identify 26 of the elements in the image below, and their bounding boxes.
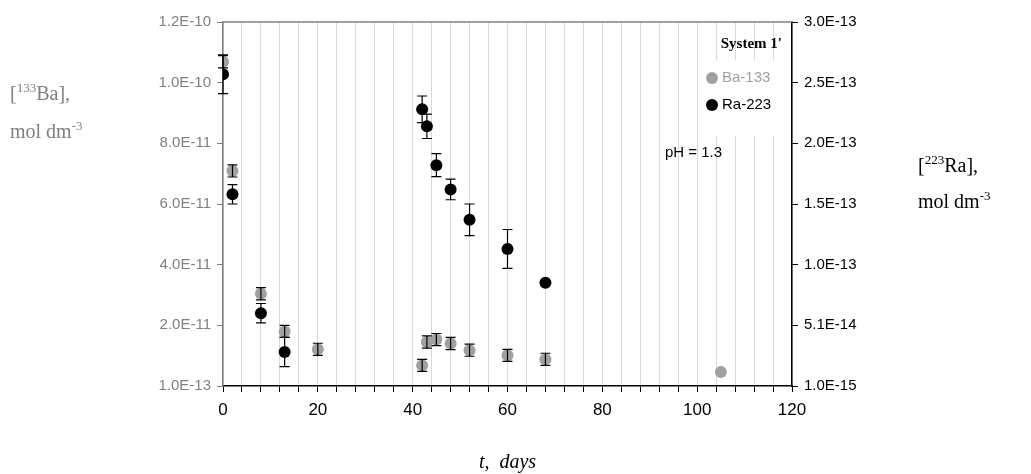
annotation: pH = 1.3 (665, 143, 723, 161)
x-tick-label: 100 (682, 399, 712, 419)
legend-label: Ra-223 (722, 95, 772, 113)
legend-label: Ba-133 (722, 68, 771, 86)
x-tick-label: 120 (777, 399, 807, 419)
y-tick-label: 8.0E-11 (159, 133, 211, 151)
y-tick-label: 1.0E-10 (158, 72, 211, 90)
y-tick-label: 1.0E-13 (158, 376, 211, 394)
x-tick-label: 0 (218, 399, 228, 419)
y2-tick-label: 2.5E-13 (804, 72, 857, 90)
y2-tick-label: 1.0E-13 (804, 254, 857, 272)
y2-tick-label: 1.5E-13 (804, 194, 857, 212)
y2-tick-label: 3.0E-13 (804, 12, 857, 30)
x-tick-label: 40 (403, 399, 423, 419)
x-tick-label: 20 (308, 399, 328, 419)
x-axis-title: t, days (478, 450, 537, 473)
y2-tick-label: 1.0E-15 (804, 376, 857, 394)
y2-tick-label: 5.1E-14 (804, 315, 857, 333)
y-tick-label: 4.0E-11 (159, 254, 211, 272)
y-tick-label: 2.0E-11 (159, 315, 211, 333)
y-tick-label: 1.2E-10 (158, 12, 211, 30)
x-tick-label: 60 (498, 399, 517, 419)
legend-title: System 1' (720, 34, 782, 51)
y2-tick-label: 2.0E-13 (804, 133, 857, 151)
y-tick-label: 6.0E-11 (159, 194, 211, 212)
x-tick-label: 80 (592, 399, 612, 419)
